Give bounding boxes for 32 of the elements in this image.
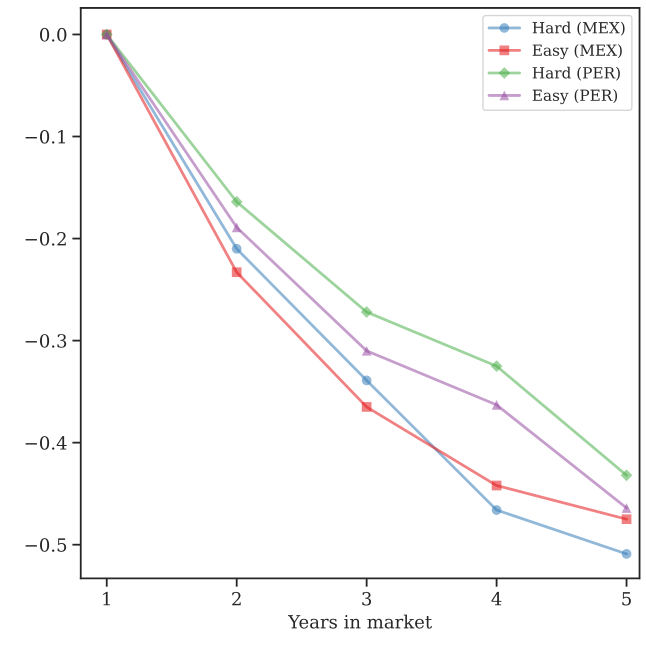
point [360,306,373,318]
y-tick-label: −0.1 [26,130,65,144]
x-tick-label: 1 [103,592,110,606]
point [362,402,372,412]
point [492,400,502,410]
legend-label: Hard (PER) [532,66,620,81]
y-tick-label: 0.0 [40,28,66,42]
point [362,346,372,356]
point [490,360,502,372]
point [232,222,242,232]
legend-label: Hard (MEX) [532,22,625,36]
point [232,244,242,254]
point [492,505,502,515]
point [620,469,632,482]
y-tick-label: −0.4 [26,436,67,450]
x-tick-label: 5 [622,592,631,606]
point [232,267,242,278]
x-tick-label: 2 [232,592,241,606]
y-tick-label: −0.5 [26,538,66,552]
point [622,514,632,524]
point [230,196,243,208]
y-tick-label: −0.2 [26,232,66,246]
x-tick-label: 4 [491,592,502,606]
legend-label: Easy (PER) [532,89,618,104]
point [492,480,502,490]
legend-label: Easy (MEX) [532,44,622,60]
y-tick-label: −0.3 [26,334,66,348]
x-tick-label: 3 [362,592,372,606]
x-axis-title: Years in market [288,614,432,629]
point [622,503,632,513]
point [362,376,372,386]
point [622,549,632,559]
